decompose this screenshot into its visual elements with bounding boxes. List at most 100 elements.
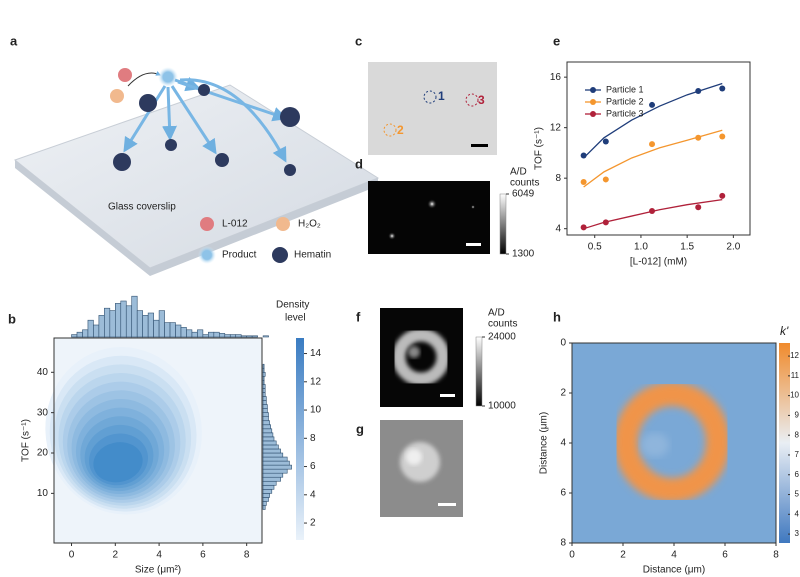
histogram-bar: [262, 484, 275, 490]
colorbar: [499, 193, 507, 255]
y-tick-label: 8: [555, 173, 561, 184]
particle-ring: [383, 123, 397, 137]
histogram-bar: [262, 420, 270, 426]
histogram-bar: [262, 472, 284, 478]
histogram-bar: [262, 384, 266, 389]
colorbar-tick-label: 24000: [488, 332, 516, 343]
histogram-bar: [180, 327, 187, 338]
y-axis-label: TOF (s⁻¹): [534, 127, 545, 170]
histogram-bar: [251, 335, 258, 338]
y-tick-label: 10: [37, 488, 49, 499]
histogram-bar: [262, 412, 269, 417]
x-tick-label: 0.5: [588, 242, 602, 253]
spot: [471, 205, 475, 209]
histogram-bar: [164, 322, 171, 338]
colorbar-tick-label: 7: [795, 450, 800, 459]
data-point: [602, 176, 609, 183]
rate-map: [571, 342, 790, 544]
legend-icon: [276, 217, 290, 231]
product-icon: [158, 67, 178, 87]
histogram-bar: [262, 460, 290, 466]
legend-label: Particle 3: [606, 108, 644, 118]
histogram-bar: [262, 408, 268, 413]
legend-label: Particle 2: [606, 96, 644, 106]
colorbar-title: counts: [488, 319, 517, 330]
colorbar-title: counts: [510, 178, 539, 189]
histogram-bar: [262, 372, 266, 377]
fit-line: [583, 129, 723, 188]
panel-label: a: [10, 33, 18, 48]
y-tick-label: 40: [37, 367, 49, 378]
histogram-bar: [262, 464, 292, 470]
arrows: [123, 76, 288, 163]
y-tick-label: 6: [560, 488, 566, 499]
l012-icon: [118, 68, 132, 82]
histogram-bar: [262, 424, 271, 430]
colorbar-tick-label: 4: [310, 489, 316, 500]
legend-marker: [590, 99, 596, 105]
x-tick-label: 2: [113, 550, 119, 561]
histogram-bar: [153, 319, 160, 338]
histogram-bar: [71, 334, 78, 338]
colorbar-title: Density: [276, 300, 309, 311]
colorbar: [296, 338, 304, 540]
histogram-bar: [262, 489, 273, 494]
x-axis-label: Size (μm²): [135, 565, 181, 576]
h2o2-icon: [110, 89, 124, 103]
spot: [427, 199, 437, 209]
image: [380, 308, 463, 407]
y-tick-label: 4: [560, 438, 566, 449]
caption: Glass coverslip: [108, 202, 176, 213]
x-tick-label: 8: [244, 550, 250, 561]
scale-bar: [440, 394, 455, 397]
particle-ring: [465, 93, 479, 107]
colorbar-tick-label: 6: [310, 461, 316, 472]
x-tick-label: 2.0: [726, 242, 740, 253]
data-point: [649, 141, 656, 148]
legend-label: L-012: [222, 219, 248, 230]
core: [641, 433, 669, 457]
colorbar-tick-label: 10: [310, 405, 322, 416]
histogram-bar: [262, 505, 266, 510]
colorbar-tick-label: 6: [795, 470, 800, 479]
data-point: [695, 134, 702, 141]
colorbar-tick-label: 2: [310, 518, 316, 529]
particle-label: 3: [478, 93, 485, 107]
scale-bar: [438, 503, 456, 506]
panel-label: b: [8, 311, 16, 326]
histogram-bar: [125, 305, 133, 338]
data-point: [602, 138, 609, 145]
data-point: [719, 192, 726, 199]
legend-label: Particle 1: [606, 84, 644, 94]
histogram-bar: [262, 404, 268, 409]
histogram-bar: [87, 319, 94, 338]
legend-label: H₂O₂: [298, 219, 321, 230]
x-tick-label: 4: [671, 550, 677, 561]
data-point: [580, 224, 587, 231]
plot-frame: [53, 337, 263, 544]
histogram-bar: [104, 307, 111, 338]
panel-label: d: [355, 156, 363, 171]
histogram-bar: [208, 331, 215, 338]
sem-image: [380, 420, 463, 517]
histogram-bar: [229, 334, 237, 338]
particle-label: 1: [438, 89, 445, 103]
scale-bar: [471, 144, 488, 147]
histogram-bar: [158, 310, 165, 338]
histogram-bar: [262, 436, 275, 442]
panel-label: e: [553, 33, 560, 48]
legend-marker: [590, 87, 596, 93]
y-tick-label: 12: [550, 122, 562, 133]
histogram-bar: [120, 300, 127, 338]
histogram-bar: [262, 480, 277, 486]
histogram-bar: [262, 428, 273, 434]
panel-label: f: [356, 309, 361, 324]
legend-icon: [272, 247, 288, 263]
ring: [614, 382, 730, 502]
histogram-bar: [142, 315, 149, 338]
bright-field-image: 1 2 3: [368, 62, 497, 155]
y-axis-label: Distance (μm): [539, 412, 550, 474]
histogram-bar: [262, 440, 277, 446]
histogram-bar: [262, 476, 281, 482]
coverslip-edge: [15, 160, 378, 276]
